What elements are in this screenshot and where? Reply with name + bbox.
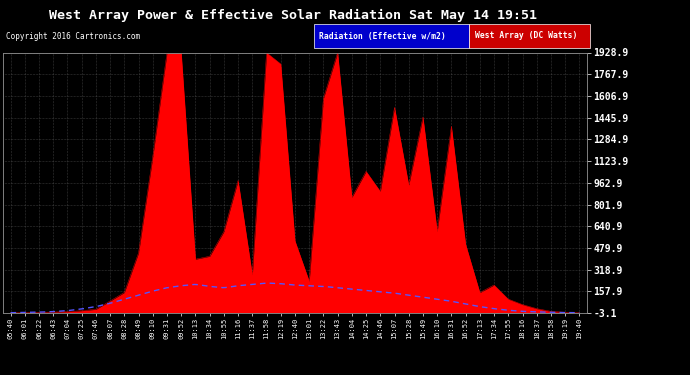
Text: Copyright 2016 Cartronics.com: Copyright 2016 Cartronics.com [6, 32, 139, 41]
Text: Radiation (Effective w/m2): Radiation (Effective w/m2) [319, 32, 446, 40]
Text: West Array (DC Watts): West Array (DC Watts) [475, 32, 577, 40]
Text: West Array Power & Effective Solar Radiation Sat May 14 19:51: West Array Power & Effective Solar Radia… [49, 9, 538, 22]
